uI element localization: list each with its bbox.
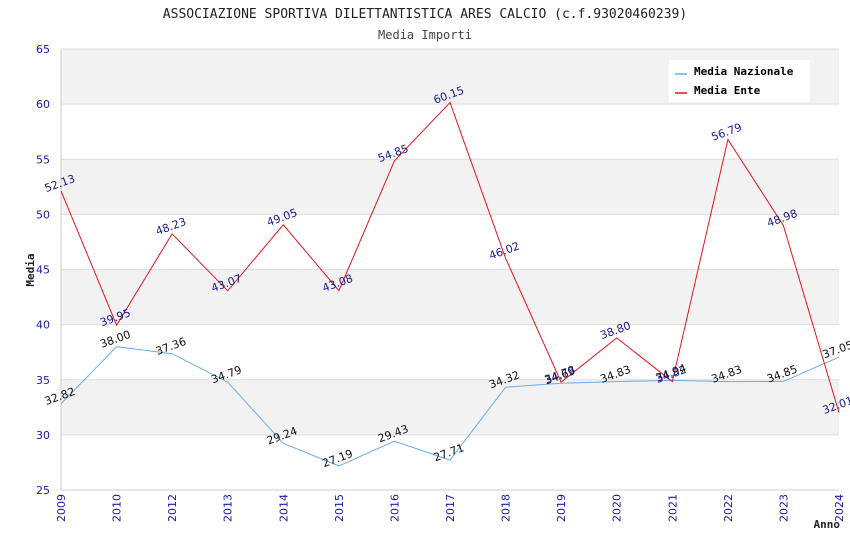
legend-label-media-nazionale: Media Nazionale [694, 65, 794, 78]
x-tick-label: 2014 [277, 494, 290, 522]
plot-band [61, 434, 839, 490]
x-tick-label: 2012 [166, 494, 179, 522]
y-tick-label: 50 [36, 208, 50, 221]
x-tick-label: 2016 [388, 494, 401, 522]
x-tick-label: 2017 [444, 494, 457, 522]
series-lines [60, 101, 840, 467]
x-axis-label: Anno [814, 518, 841, 531]
plot-band [61, 104, 839, 160]
y-tick-label: 35 [36, 374, 50, 387]
y-tick-label: 40 [36, 319, 50, 332]
series-line-media-nazionale [60, 346, 840, 467]
x-tick-label: 2020 [611, 494, 624, 522]
chart-title: ASSOCIAZIONE SPORTIVA DILETTANTISTICA AR… [163, 7, 687, 22]
plot-band [61, 269, 839, 325]
legend-label-media-ente: Media Ente [694, 84, 761, 97]
x-tick-label: 2021 [666, 494, 679, 522]
x-tick-label: 2013 [222, 494, 235, 522]
x-tick-label: 2009 [55, 494, 68, 522]
plot-band [61, 379, 839, 435]
x-tick-label: 2023 [777, 494, 790, 522]
series-line-media-ente [60, 101, 840, 413]
x-tick-label: 2022 [722, 494, 735, 522]
y-tick-label: 25 [36, 484, 50, 497]
y-tick-label: 55 [36, 153, 50, 166]
gridlines [60, 48, 839, 491]
chart-subtitle: Media Importi [378, 28, 472, 42]
plot-band [61, 324, 839, 380]
y-tick-label: 60 [36, 98, 50, 111]
y-tick-label: 45 [36, 264, 50, 277]
legend: Media Nazionale Media Ente [669, 60, 810, 102]
y-axis-label: Media [24, 253, 37, 286]
plot-band [61, 214, 839, 270]
x-tick-label: 2018 [500, 494, 513, 522]
plot-background [61, 49, 839, 490]
y-tick-label: 65 [36, 43, 50, 56]
x-axis-ticks: 2009 2010 2012 2013 2014 2015 2016 2017 2018 2019… [55, 494, 846, 522]
x-tick-label: 2015 [333, 494, 346, 522]
plot-band [61, 159, 839, 215]
x-tick-label: 2024 [833, 494, 846, 522]
x-tick-label: 2019 [555, 494, 568, 522]
legend-box [669, 60, 810, 102]
x-tick-label: 2010 [111, 494, 124, 522]
y-tick-label: 30 [36, 429, 50, 442]
y-axis-ticks: 25 30 35 40 45 50 55 60 65 [36, 43, 50, 497]
